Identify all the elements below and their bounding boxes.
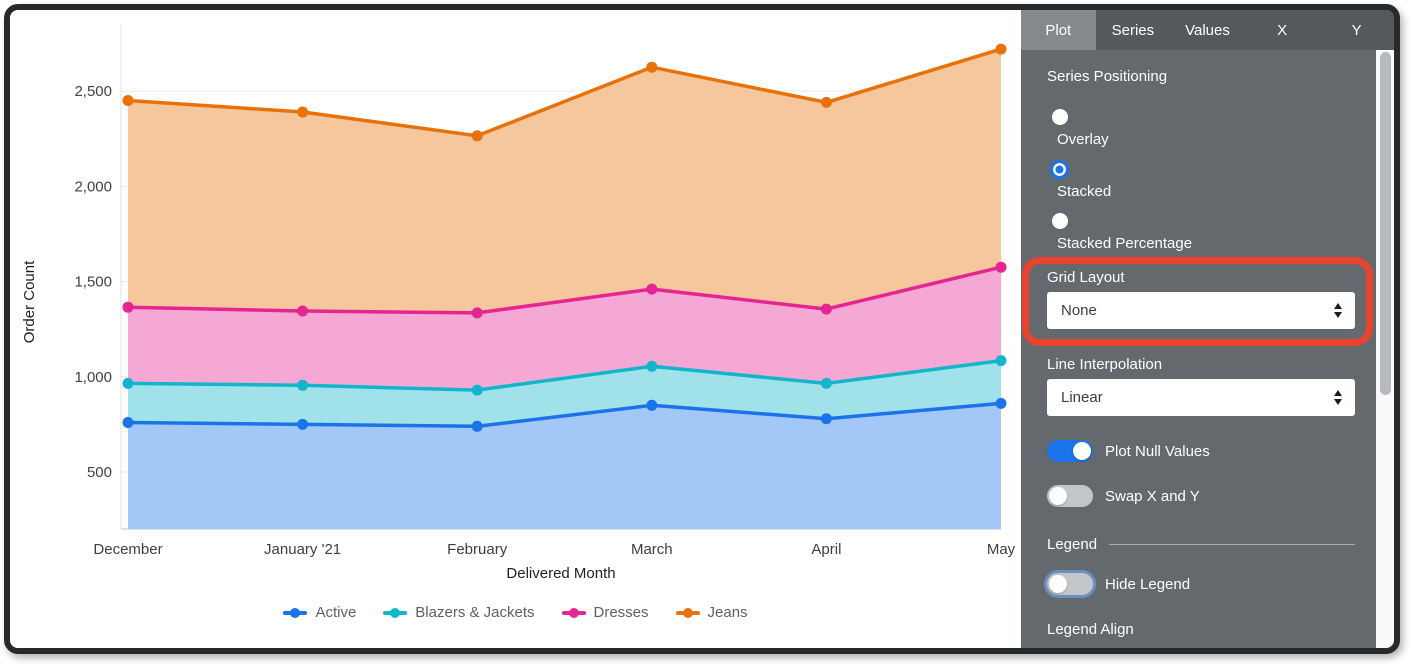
y-axis-title: Order Count xyxy=(21,260,38,343)
data-point-Active[interactable] xyxy=(820,413,832,425)
legend-item-label: Active xyxy=(315,604,357,621)
hide-legend-toggle[interactable] xyxy=(1047,573,1093,595)
data-point-Jeans[interactable] xyxy=(820,96,832,108)
properties-panel: Plot Series Values X Y Series Positionin… xyxy=(1021,10,1394,648)
data-point-Jeans[interactable] xyxy=(471,130,483,142)
line-Dresses xyxy=(127,265,1002,315)
legend-align-heading: Legend Align xyxy=(1047,621,1134,638)
line-Active xyxy=(127,401,1002,429)
radio-overlay[interactable] xyxy=(1052,109,1068,125)
swap-x-and-y-label: Swap X and Y xyxy=(1105,488,1200,505)
x-tick-label: April xyxy=(811,541,841,558)
line-interpolation-heading: Line Interpolation xyxy=(1047,356,1163,373)
data-point-Jeans[interactable] xyxy=(646,61,658,73)
legend-marker-icon xyxy=(561,607,586,619)
radio-stacked-label[interactable]: Stacked xyxy=(1057,183,1112,200)
x-tick-label: February xyxy=(447,541,508,558)
legend-item-label: Blazers & Jackets xyxy=(415,604,535,621)
tab-plot[interactable]: Plot xyxy=(1021,10,1096,50)
y-tick-label: 500 xyxy=(87,464,112,481)
chart-panel: 500 1,000 1,500 2,000 2,500 December January … xyxy=(10,10,1021,648)
legend-item-label: Dresses xyxy=(593,604,649,621)
data-point-Blazers & Jackets[interactable] xyxy=(995,355,1007,367)
data-point-Active[interactable] xyxy=(297,418,309,430)
data-point-Blazers & Jackets[interactable] xyxy=(122,377,134,389)
plot-null-values-toggle[interactable] xyxy=(1047,440,1093,462)
tab-x[interactable]: X xyxy=(1277,21,1288,39)
panel-scrollbar-track[interactable] xyxy=(1376,50,1394,648)
panel-scrollbar-thumb[interactable] xyxy=(1379,52,1391,395)
y-tick-label: 1,000 xyxy=(74,369,112,386)
x-tick-label: January '21 xyxy=(264,541,341,558)
data-point-Active[interactable] xyxy=(122,417,134,428)
data-point-Blazers & Jackets[interactable] xyxy=(471,384,483,396)
legend-section-heading: Legend xyxy=(1047,536,1098,553)
plot-null-values-label: Plot Null Values xyxy=(1105,443,1210,460)
radio-stacked[interactable] xyxy=(1050,160,1069,179)
data-point-Jeans[interactable] xyxy=(297,106,309,118)
swap-x-and-y-toggle[interactable] xyxy=(1047,485,1093,507)
data-point-Dresses[interactable] xyxy=(297,305,309,317)
data-point-Dresses[interactable] xyxy=(646,283,658,295)
section-divider xyxy=(1109,544,1355,545)
data-point-Dresses[interactable] xyxy=(122,301,134,313)
hide-legend-label: Hide Legend xyxy=(1105,576,1191,593)
toggle-knob xyxy=(1049,487,1067,505)
line-Blazers & Jackets xyxy=(127,358,1002,392)
y-tick-label: 2,500 xyxy=(74,83,112,100)
toggle-knob xyxy=(1049,575,1067,593)
legend-marker-icon xyxy=(383,607,408,619)
select-arrows-icon xyxy=(1334,390,1342,405)
select-arrows-icon xyxy=(1334,303,1342,318)
data-point-Dresses[interactable] xyxy=(471,307,483,319)
data-point-Dresses[interactable] xyxy=(995,261,1007,273)
panel-tabbar: Plot Series Values X Y xyxy=(1021,10,1394,50)
chart-legend: Active Blazers & Jackets Dresses Jeans xyxy=(10,604,1021,621)
radio-stacked-percentage[interactable] xyxy=(1052,213,1068,229)
x-axis-title: Delivered Month xyxy=(506,565,615,582)
data-point-Blazers & Jackets[interactable] xyxy=(297,379,309,391)
grid-layout-heading: Grid Layout xyxy=(1047,269,1125,286)
line-Jeans xyxy=(127,47,1002,138)
data-point-Active[interactable] xyxy=(995,397,1007,409)
radio-overlay-label[interactable]: Overlay xyxy=(1057,131,1109,148)
toggle-knob xyxy=(1073,442,1091,460)
legend-item-label: Jeans xyxy=(707,604,748,621)
app-window: 500 1,000 1,500 2,000 2,500 December January … xyxy=(4,4,1400,654)
stacked-area-chart: 500 1,000 1,500 2,000 2,500 December January … xyxy=(21,25,1016,582)
data-point-Jeans[interactable] xyxy=(122,95,134,106)
data-point-Active[interactable] xyxy=(646,399,658,411)
series-positioning-heading: Series Positioning xyxy=(1047,68,1168,85)
data-point-Blazers & Jackets[interactable] xyxy=(820,377,832,389)
tab-series[interactable]: Series xyxy=(1111,21,1155,39)
line-interpolation-value: Linear xyxy=(1061,389,1103,406)
x-tick-label: March xyxy=(631,541,673,558)
legend-item[interactable]: Blazers & Jackets xyxy=(383,604,535,621)
tab-values[interactable]: Values xyxy=(1185,21,1230,39)
x-tick-label: May xyxy=(987,541,1016,558)
y-tick-label: 2,000 xyxy=(74,178,112,195)
radio-stacked-percentage-label[interactable]: Stacked Percentage xyxy=(1057,235,1193,252)
grid-layout-value: None xyxy=(1061,302,1097,319)
legend-marker-icon xyxy=(675,607,700,619)
area-Active xyxy=(128,403,1001,529)
data-point-Active[interactable] xyxy=(471,420,483,432)
x-tick-label: December xyxy=(93,541,162,558)
legend-item[interactable]: Jeans xyxy=(675,604,748,621)
data-point-Dresses[interactable] xyxy=(820,303,832,315)
y-tick-label: 1,500 xyxy=(74,274,112,291)
grid-layout-select[interactable]: None xyxy=(1047,292,1355,329)
tab-y[interactable]: Y xyxy=(1351,21,1362,39)
data-point-Jeans[interactable] xyxy=(995,43,1007,55)
legend-item[interactable]: Active xyxy=(283,604,356,621)
data-point-Blazers & Jackets[interactable] xyxy=(646,360,658,372)
line-interpolation-select[interactable]: Linear xyxy=(1047,379,1355,416)
legend-marker-icon xyxy=(283,607,308,619)
legend-item[interactable]: Dresses xyxy=(561,604,649,621)
